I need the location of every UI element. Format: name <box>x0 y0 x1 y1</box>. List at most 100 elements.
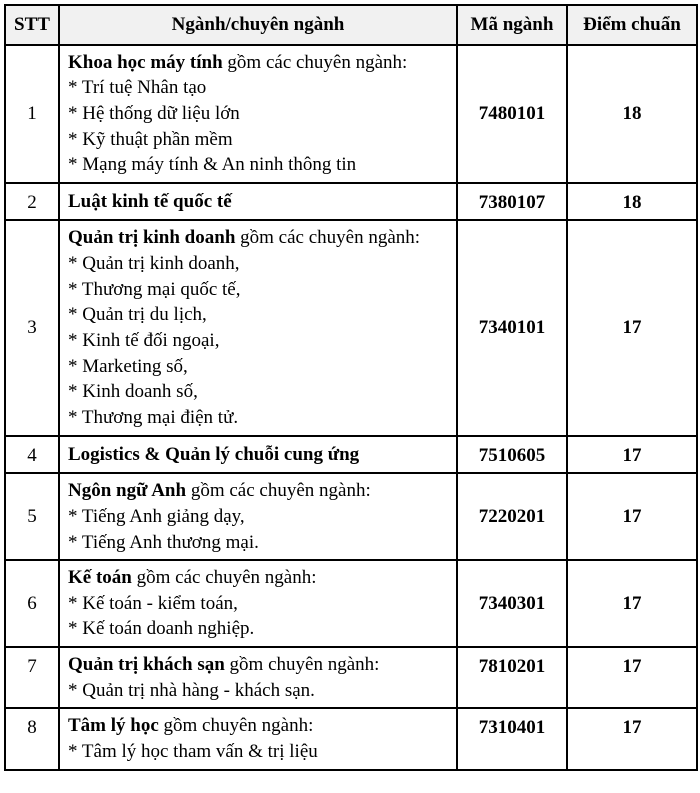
major-title: Kế toán <box>68 567 132 588</box>
major-line: * Mạng máy tính & An ninh thông tin <box>68 152 448 178</box>
major-desc: * Quản trị nhà hàng - khách sạn. <box>68 680 315 701</box>
header-code: Mã ngành <box>457 5 567 45</box>
major-line: * Tiếng Anh giảng dạy, <box>68 504 448 530</box>
table-row: 5Ngôn ngữ Anh gồm các chuyên ngành:* Tiế… <box>5 473 697 560</box>
major-desc: gồm các chuyên ngành: <box>223 52 408 73</box>
major-line: Quản trị kinh doanh gồm các chuyên ngành… <box>68 225 448 251</box>
major-desc: * Hệ thống dữ liệu lớn <box>68 103 240 124</box>
cell-major: Tâm lý học gồm chuyên ngành:* Tâm lý học… <box>59 708 457 769</box>
major-desc: * Marketing số, <box>68 356 188 377</box>
header-stt: STT <box>5 5 59 45</box>
header-score: Điểm chuẩn <box>567 5 697 45</box>
cell-stt: 4 <box>5 436 59 474</box>
major-line: * Kế toán doanh nghiệp. <box>68 616 448 642</box>
cell-score: 17 <box>567 560 697 647</box>
major-line: * Thương mại quốc tế, <box>68 277 448 303</box>
major-title: Quản trị kinh doanh <box>68 227 235 248</box>
table-row: 2 Luật kinh tế quốc tế 738010718 <box>5 183 697 221</box>
major-desc: gồm chuyên ngành: <box>159 715 314 736</box>
cell-major: Quản trị kinh doanh gồm các chuyên ngành… <box>59 220 457 435</box>
major-line: Khoa học máy tính gồm các chuyên ngành: <box>68 50 448 76</box>
major-desc: gồm các chuyên ngành: <box>235 227 420 248</box>
admission-score-table: STT Ngành/chuyên ngành Mã ngành Điểm chu… <box>4 4 698 771</box>
major-desc: * Kế toán - kiểm toán, <box>68 593 238 614</box>
major-line: Luật kinh tế quốc tế <box>68 189 448 215</box>
major-desc: gồm chuyên ngành: <box>225 654 380 675</box>
header-major: Ngành/chuyên ngành <box>59 5 457 45</box>
major-desc: * Tiếng Anh thương mại. <box>68 532 259 553</box>
cell-score: 18 <box>567 45 697 183</box>
major-desc: gồm các chuyên ngành: <box>132 567 317 588</box>
major-line: * Quản trị du lịch, <box>68 302 448 328</box>
cell-stt: 3 <box>5 220 59 435</box>
major-line: * Kinh doanh số, <box>68 379 448 405</box>
cell-code: 7310401 <box>457 708 567 769</box>
major-desc: * Kế toán doanh nghiệp. <box>68 618 254 639</box>
major-line: * Marketing số, <box>68 354 448 380</box>
major-desc: * Kinh doanh số, <box>68 381 198 402</box>
table-row: 4Logistics & Quản lý chuỗi cung ứng75106… <box>5 436 697 474</box>
cell-code: 7340101 <box>457 220 567 435</box>
cell-major: Logistics & Quản lý chuỗi cung ứng <box>59 436 457 474</box>
cell-code: 7810201 <box>457 647 567 708</box>
major-line: * Quản trị nhà hàng - khách sạn. <box>68 678 448 704</box>
major-desc: gồm các chuyên ngành: <box>186 480 371 501</box>
major-desc: * Mạng máy tính & An ninh thông tin <box>68 154 356 175</box>
major-line: Kế toán gồm các chuyên ngành: <box>68 565 448 591</box>
cell-code: 7380107 <box>457 183 567 221</box>
table-row: 1Khoa học máy tính gồm các chuyên ngành:… <box>5 45 697 183</box>
major-title: Luật kinh tế quốc tế <box>68 191 232 212</box>
major-title: Tâm lý học <box>68 715 159 736</box>
major-desc: * Tâm lý học tham vấn & trị liệu <box>68 741 318 762</box>
cell-stt: 8 <box>5 708 59 769</box>
cell-score: 17 <box>567 708 697 769</box>
cell-code: 7340301 <box>457 560 567 647</box>
major-title: Logistics & Quản lý chuỗi cung ứng <box>68 444 359 465</box>
major-desc: * Kinh tế đối ngoại, <box>68 330 219 351</box>
major-line: * Hệ thống dữ liệu lớn <box>68 101 448 127</box>
major-line: * Quản trị kinh doanh, <box>68 251 448 277</box>
major-line: * Kỹ thuật phần mềm <box>68 127 448 153</box>
table-body: 1Khoa học máy tính gồm các chuyên ngành:… <box>5 45 697 770</box>
cell-major: Khoa học máy tính gồm các chuyên ngành:*… <box>59 45 457 183</box>
major-line: * Tâm lý học tham vấn & trị liệu <box>68 739 448 765</box>
major-line: * Tiếng Anh thương mại. <box>68 530 448 556</box>
cell-major: Kế toán gồm các chuyên ngành:* Kế toán -… <box>59 560 457 647</box>
cell-score: 18 <box>567 183 697 221</box>
major-desc: * Thương mại điện tử. <box>68 407 238 428</box>
cell-score: 17 <box>567 436 697 474</box>
cell-score: 17 <box>567 647 697 708</box>
major-desc: * Quản trị du lịch, <box>68 304 207 325</box>
cell-stt: 1 <box>5 45 59 183</box>
major-line: Quản trị khách sạn gồm chuyên ngành: <box>68 652 448 678</box>
major-line: * Kinh tế đối ngoại, <box>68 328 448 354</box>
cell-major: Quản trị khách sạn gồm chuyên ngành:* Qu… <box>59 647 457 708</box>
cell-score: 17 <box>567 220 697 435</box>
cell-score: 17 <box>567 473 697 560</box>
major-desc: * Thương mại quốc tế, <box>68 279 241 300</box>
major-line: * Kế toán - kiểm toán, <box>68 591 448 617</box>
major-desc: * Trí tuệ Nhân tạo <box>68 77 206 98</box>
major-line: Tâm lý học gồm chuyên ngành: <box>68 713 448 739</box>
table-row: 8Tâm lý học gồm chuyên ngành:* Tâm lý họ… <box>5 708 697 769</box>
table-row: 3 Quản trị kinh doanh gồm các chuyên ngàn… <box>5 220 697 435</box>
major-line: Ngôn ngữ Anh gồm các chuyên ngành: <box>68 478 448 504</box>
major-desc: * Tiếng Anh giảng dạy, <box>68 506 245 527</box>
major-title: Khoa học máy tính <box>68 52 223 73</box>
cell-stt: 2 <box>5 183 59 221</box>
cell-major: Luật kinh tế quốc tế <box>59 183 457 221</box>
major-title: Quản trị khách sạn <box>68 654 225 675</box>
cell-major: Ngôn ngữ Anh gồm các chuyên ngành:* Tiến… <box>59 473 457 560</box>
major-line: Logistics & Quản lý chuỗi cung ứng <box>68 442 448 468</box>
cell-code: 7480101 <box>457 45 567 183</box>
cell-code: 7220201 <box>457 473 567 560</box>
table-row: 6Kế toán gồm các chuyên ngành:* Kế toán … <box>5 560 697 647</box>
cell-stt: 7 <box>5 647 59 708</box>
major-title: Ngôn ngữ Anh <box>68 480 186 501</box>
cell-stt: 5 <box>5 473 59 560</box>
major-desc: * Kỹ thuật phần mềm <box>68 129 233 150</box>
major-desc: * Quản trị kinh doanh, <box>68 253 240 274</box>
table-row: 7Quản trị khách sạn gồm chuyên ngành:* Q… <box>5 647 697 708</box>
table-head: STT Ngành/chuyên ngành Mã ngành Điểm chu… <box>5 5 697 45</box>
cell-stt: 6 <box>5 560 59 647</box>
